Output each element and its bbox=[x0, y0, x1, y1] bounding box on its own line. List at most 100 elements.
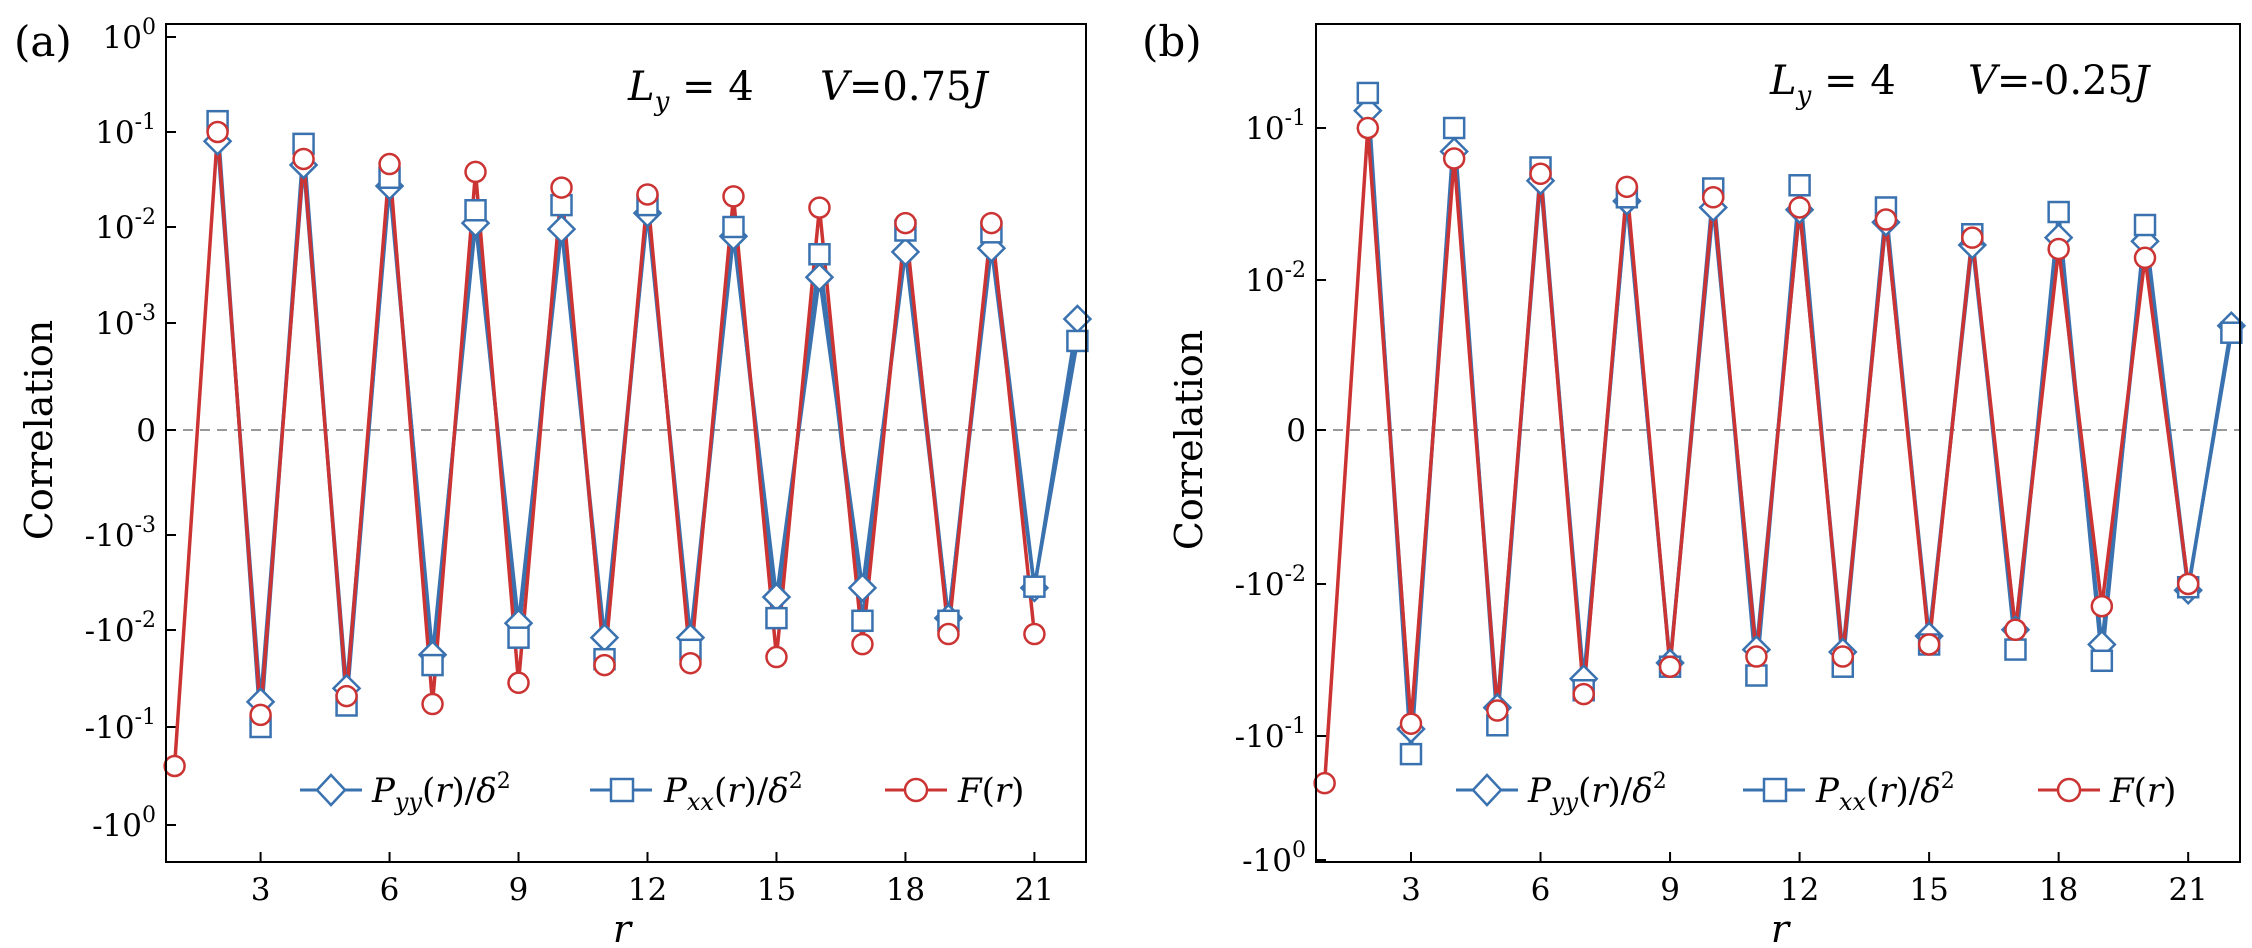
data-point-circle bbox=[765, 645, 788, 669]
svg-text:Pyy(r)/δ2: Pyy(r)/δ2 bbox=[371, 769, 511, 816]
y-tick-label: -10-1 bbox=[85, 705, 156, 746]
data-point-diamond bbox=[976, 233, 1007, 264]
svg-text:F(r): F(r) bbox=[957, 771, 1024, 811]
panel-a-ylabel: Correlation bbox=[17, 320, 61, 540]
data-point-circle bbox=[2047, 237, 2070, 261]
data-point-diamond bbox=[847, 573, 878, 603]
data-point-diamond bbox=[761, 582, 792, 612]
panel-a-legend-f: F(r) bbox=[885, 771, 1024, 811]
panel-a-legend-pxx: Pxx(r)/δ2 bbox=[590, 769, 803, 816]
panel-b-legend: Pyy(r)/δ2 Pxx(r)/δ2 F(r) bbox=[1456, 769, 2176, 816]
panel-b-annotation-v: V=-0.25J bbox=[1968, 58, 2151, 104]
data-point-circle bbox=[1831, 645, 1855, 668]
data-point-circle bbox=[1788, 196, 1811, 219]
panel-b-annotation-ly: Ly = 4 bbox=[1769, 58, 1896, 111]
svg-text:Pxx(r)/δ2: Pxx(r)/δ2 bbox=[1815, 769, 1955, 816]
data-point-circle bbox=[335, 684, 358, 708]
y-tick-label: -10-2 bbox=[1235, 562, 1306, 603]
panel-b-xlabel: r bbox=[1771, 907, 1792, 948]
data-point-diamond bbox=[589, 622, 620, 653]
y-tick-label: 100 bbox=[103, 15, 156, 56]
data-point-diamond bbox=[804, 262, 835, 292]
panel-a-frame bbox=[165, 23, 1087, 863]
data-point-square bbox=[464, 199, 487, 222]
data-point-circle bbox=[722, 185, 745, 208]
panel-b-legend-pxx: Pxx(r)/δ2 bbox=[1743, 769, 1955, 816]
svg-text:F(r): F(r) bbox=[2109, 771, 2176, 811]
panel-b-label: (b) bbox=[1142, 17, 1202, 66]
panel-b-legend-f: F(r) bbox=[2038, 771, 2176, 811]
data-point-circle bbox=[1745, 645, 1768, 668]
data-point-square bbox=[1356, 81, 1380, 105]
y-tick-label: 10-1 bbox=[95, 110, 156, 151]
x-tick-label: 6 bbox=[1531, 872, 1551, 908]
panel-a-label: (a) bbox=[14, 17, 72, 66]
y-tick-label: 10-2 bbox=[95, 205, 156, 246]
y-tick-label: -10-2 bbox=[85, 608, 156, 649]
panel-b: (b) 3 6 9 12 15 18 21 -100 -10-1 -10-2 0 10-2 10-1 L… bbox=[1142, 17, 2247, 948]
data-point-circle bbox=[1658, 655, 1682, 678]
y-tick-label: -10-1 bbox=[1235, 714, 1306, 755]
data-point-circle bbox=[1356, 116, 1380, 140]
data-point-circle bbox=[507, 671, 530, 695]
data-point-circle bbox=[851, 632, 874, 656]
data-point-square bbox=[1788, 174, 1811, 197]
x-tick-label: 3 bbox=[251, 872, 271, 908]
data-point-diamond bbox=[546, 214, 577, 244]
data-point-circle bbox=[2090, 594, 2114, 618]
y-tick-label: 10-2 bbox=[1245, 258, 1306, 299]
y-tick-label: 10-1 bbox=[1245, 106, 1306, 147]
data-point-square bbox=[765, 606, 788, 630]
data-point-square bbox=[2090, 649, 2114, 673]
data-point-circle bbox=[1615, 175, 1639, 199]
data-point-square bbox=[1745, 664, 1768, 687]
data-point-circle bbox=[1399, 712, 1423, 735]
data-point-square bbox=[808, 243, 831, 266]
data-point-circle bbox=[1917, 633, 1941, 656]
data-point-square bbox=[2047, 200, 2070, 224]
data-point-circle bbox=[1313, 771, 1336, 795]
data-point-circle bbox=[1572, 682, 1595, 706]
data-point-circle bbox=[292, 147, 315, 171]
x-tick-label: 12 bbox=[628, 872, 667, 908]
panel-a: (a) 3 6 9 12 15 18 21 -100 -10-1 -10-2 -10-3 0 10-3 1… bbox=[14, 15, 1093, 948]
x-tick-label: 9 bbox=[509, 872, 529, 908]
data-point-circle bbox=[464, 160, 487, 184]
data-point-circle bbox=[2176, 572, 2200, 596]
data-point-square bbox=[2004, 638, 2027, 661]
data-point-square bbox=[2220, 321, 2243, 344]
data-point-diamond bbox=[890, 237, 921, 267]
data-point-circle bbox=[1961, 226, 1984, 249]
data-point-square bbox=[1066, 329, 1089, 353]
y-tick-label: 0 bbox=[1286, 413, 1306, 449]
data-point-circle bbox=[980, 211, 1003, 235]
data-point-square bbox=[851, 609, 874, 633]
x-tick-label: 18 bbox=[886, 872, 925, 908]
data-point-circle bbox=[2133, 246, 2157, 270]
panel-a-annotation-v: V=0.75J bbox=[820, 64, 989, 110]
x-tick-label: 9 bbox=[1660, 872, 1680, 908]
panel-b-ylabel: Correlation bbox=[1167, 330, 1211, 550]
x-tick-label: 3 bbox=[1401, 872, 1421, 908]
x-tick-label: 15 bbox=[757, 872, 796, 908]
x-tick-label: 15 bbox=[1909, 872, 1948, 908]
panel-a-ticks: 3 6 9 12 15 18 21 -100 -10-1 -10-2 -10-3 0 10-3 10-2 1… bbox=[85, 15, 1054, 908]
data-point-circle bbox=[636, 183, 659, 206]
data-point-circle bbox=[378, 152, 401, 176]
panel-a-series bbox=[163, 109, 1093, 778]
data-point-circle bbox=[1701, 186, 1725, 209]
data-point-circle bbox=[421, 692, 444, 716]
data-point-square bbox=[2133, 213, 2157, 237]
data-point-circle bbox=[1442, 147, 1466, 170]
data-point-circle bbox=[2004, 618, 2027, 642]
data-point-circle bbox=[937, 622, 960, 646]
data-point-circle bbox=[1023, 622, 1046, 646]
panel-a-annotation-ly: Ly = 4 bbox=[627, 64, 754, 117]
data-point-circle bbox=[1529, 162, 1552, 186]
data-point-circle bbox=[894, 211, 917, 235]
panel-b-legend-pyy: Pyy(r)/δ2 bbox=[1456, 769, 1667, 816]
y-tick-label: -100 bbox=[92, 803, 156, 844]
data-point-circle bbox=[593, 653, 616, 677]
panel-a-legend-pyy: Pyy(r)/δ2 bbox=[300, 769, 511, 816]
